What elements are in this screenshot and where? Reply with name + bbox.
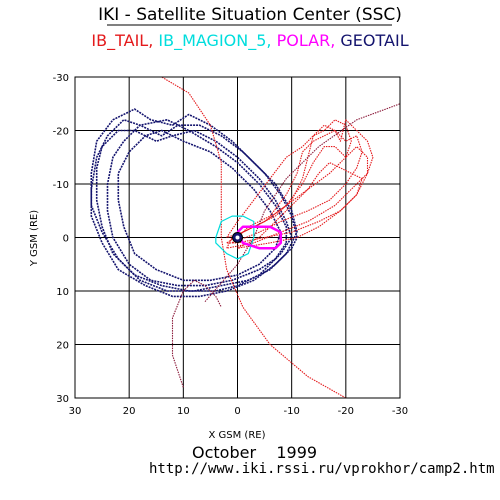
x-tick-label: -30 — [392, 406, 408, 417]
chart-title: IKI - Satellite Situation Center (SSC) — [98, 5, 402, 25]
y-tick-label: -30 — [53, 73, 69, 84]
series-path-ib-tail — [204, 103, 401, 303]
x-tick-label: 20 — [123, 406, 136, 417]
series-path-ib-magion-5 — [215, 215, 255, 260]
series-path-ib-tail — [226, 146, 369, 244]
series-legend: IB_TAIL, IB_MAGION_5, POLAR, GEOTAIL — [91, 31, 408, 51]
legend-entry-ib-magion-5: IB_MAGION_5 — [158, 31, 266, 51]
y-tick-label: 20 — [56, 341, 69, 352]
y-tick-label: -20 — [53, 127, 69, 138]
series-path-geotail — [95, 129, 293, 292]
x-tick-label: 0 — [234, 406, 240, 417]
series-path-geotail — [106, 119, 288, 287]
legend-separator: , — [330, 31, 335, 50]
x-axis-label: X GSM (RE) — [208, 430, 265, 441]
series-path-ib-tail — [231, 129, 363, 244]
plot-frame — [74, 76, 401, 399]
x-tick-label: -10 — [283, 406, 299, 417]
series-path-geotail — [90, 108, 298, 292]
legend-entry-geotail: GEOTAIL — [340, 31, 408, 50]
series-path-ib-tail — [171, 279, 222, 388]
series-path-ib-tail — [237, 162, 363, 249]
x-tick-label: 10 — [177, 406, 190, 417]
y-tick-label: 0 — [63, 234, 69, 245]
x-tick-label: -20 — [338, 406, 354, 417]
y-tick-label: -10 — [53, 180, 69, 191]
series-path-ib-tail — [226, 119, 352, 239]
legend-separator: , — [266, 31, 271, 50]
y-tick-label: 30 — [56, 394, 69, 405]
series-path-ib-tail — [226, 119, 374, 249]
footer-url[interactable]: http://www.iki.rssi.ru/vprokhor/camp2.ht… — [149, 461, 495, 477]
series-path-ib-tail — [161, 76, 347, 399]
series-path-geotail — [117, 129, 282, 282]
earth-center — [235, 235, 240, 240]
legend-entry-ib-tail: IB_TAIL — [91, 31, 148, 51]
y-axis-label: Y GSM (RE) — [29, 210, 40, 267]
legend-separator: , — [148, 31, 153, 50]
series-path-polar — [236, 225, 283, 250]
y-tick-label: 10 — [56, 287, 69, 298]
x-tick-label: 30 — [69, 406, 82, 417]
series-group — [90, 76, 401, 399]
axis-ticks: 30 20 10 0 -10 -20 -30 -30 -20 -10 0 10 20 30 — [53, 73, 409, 417]
legend-entry-polar: POLAR — [277, 31, 331, 50]
earth-marker — [232, 232, 243, 243]
footer-date: October 1999 — [192, 443, 317, 462]
